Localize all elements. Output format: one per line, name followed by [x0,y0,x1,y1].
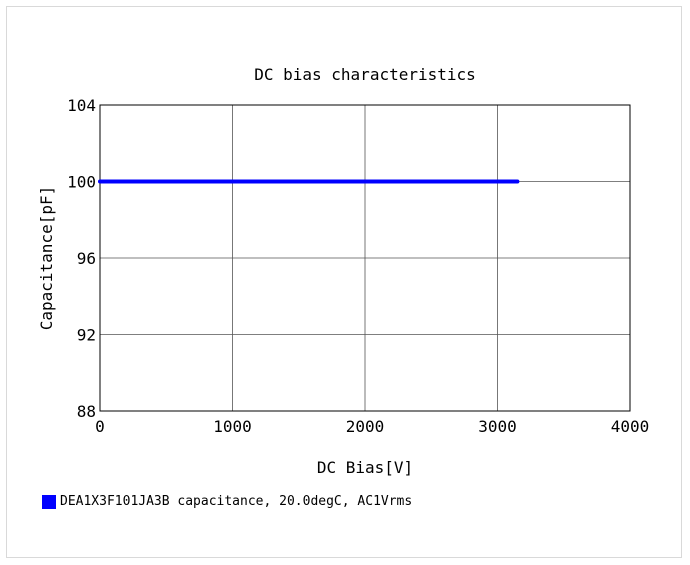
chart-frame [6,6,682,558]
legend-label: DEA1X3F101JA3B capacitance, 20.0degC, AC… [60,494,413,509]
x-tick-label: 2000 [346,417,385,436]
grid-layer [100,105,630,411]
chart-title: DC bias characteristics [254,65,476,84]
x-tick-label: 1000 [213,417,252,436]
x-axis-label: DC Bias[V] [317,458,413,477]
y-tick-label: 88 [77,402,96,421]
x-tick-label: 0 [95,417,105,436]
y-tick-label: 96 [77,249,96,268]
y-tick-label: 100 [67,173,96,192]
y-tick-label: 104 [67,96,96,115]
y-axis-label: Capacitance[pF] [37,186,56,331]
x-tick-label: 4000 [611,417,650,436]
x-tick-label: 3000 [478,417,517,436]
plot-area-border [99,104,631,412]
legend: DEA1X3F101JA3B capacitance, 20.0degC, AC… [42,494,412,509]
legend-swatch [42,494,56,509]
tick-layer: 0 1000 2000 3000 4000 88 92 96 100 104 [67,96,649,436]
y-tick-label: 92 [77,326,96,345]
